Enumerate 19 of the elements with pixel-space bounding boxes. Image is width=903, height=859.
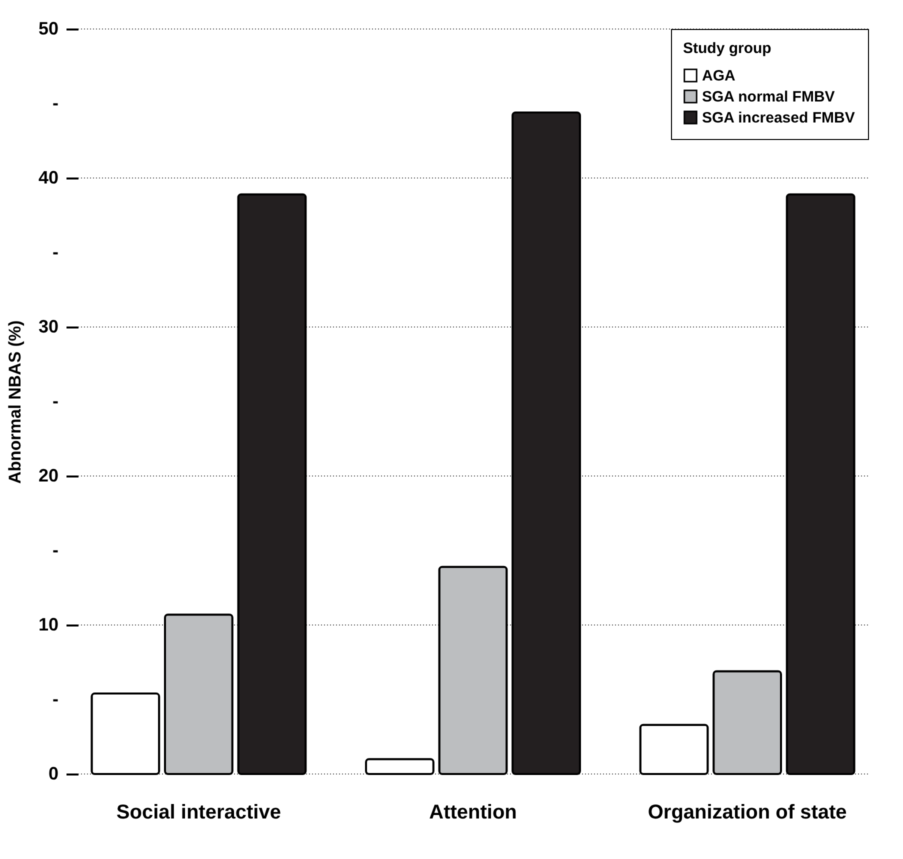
legend-title: Study group (683, 40, 772, 57)
y-tick-label: 10 (38, 614, 58, 634)
y-tick-label: 40 (38, 168, 58, 188)
legend-label: SGA normal FMBV (702, 88, 835, 106)
y-tick-label: - (52, 242, 58, 262)
x-tick-label: Attention (429, 802, 517, 824)
y-tick-label: 0 (48, 764, 58, 784)
legend-label: SGA increased FMBV (702, 110, 855, 126)
x-tick-label: Social interactive (116, 802, 281, 824)
y-tick-label: 50 (38, 18, 58, 38)
y-tick-label: - (52, 540, 58, 560)
y-axis-title: Abnormal NBAS (%) (5, 320, 24, 484)
y-tick-label: - (52, 391, 58, 411)
y-tick-label: 20 (38, 466, 58, 486)
x-tick-label: Organization of state (648, 802, 847, 824)
y-tick-label: - (52, 689, 58, 709)
y-tick-label: 30 (38, 316, 58, 336)
y-tick-label: - (52, 93, 58, 113)
legend-label: AGA (702, 68, 736, 84)
